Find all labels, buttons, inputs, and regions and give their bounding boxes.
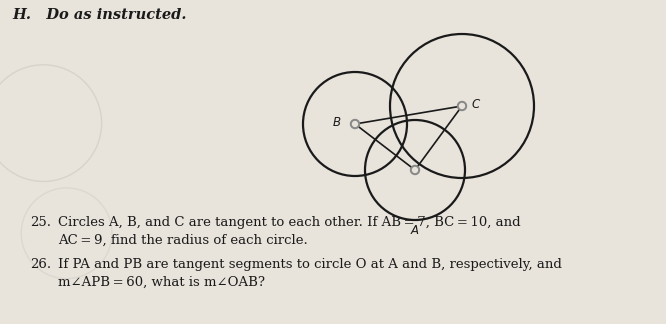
Text: 25.: 25. (30, 216, 51, 229)
Circle shape (352, 122, 358, 126)
Text: AC = 9, find the radius of each circle.: AC = 9, find the radius of each circle. (58, 234, 308, 247)
Text: m∠APB = 60, what is m∠OAB?: m∠APB = 60, what is m∠OAB? (58, 276, 265, 289)
Text: C: C (472, 98, 480, 111)
Text: 26.: 26. (30, 258, 51, 271)
Circle shape (350, 120, 360, 129)
Circle shape (412, 168, 418, 172)
Text: H.   Do as instructed.: H. Do as instructed. (12, 8, 186, 22)
Text: A: A (411, 224, 419, 237)
Circle shape (458, 101, 466, 110)
Circle shape (460, 104, 464, 109)
Circle shape (410, 166, 420, 175)
Text: If PA and PB are tangent segments to circle O at A and B, respectively, and: If PA and PB are tangent segments to cir… (58, 258, 562, 271)
Text: B: B (333, 117, 341, 130)
Text: Circles A, B, and C are tangent to each other. If AB = 7, BC = 10, and: Circles A, B, and C are tangent to each … (58, 216, 521, 229)
